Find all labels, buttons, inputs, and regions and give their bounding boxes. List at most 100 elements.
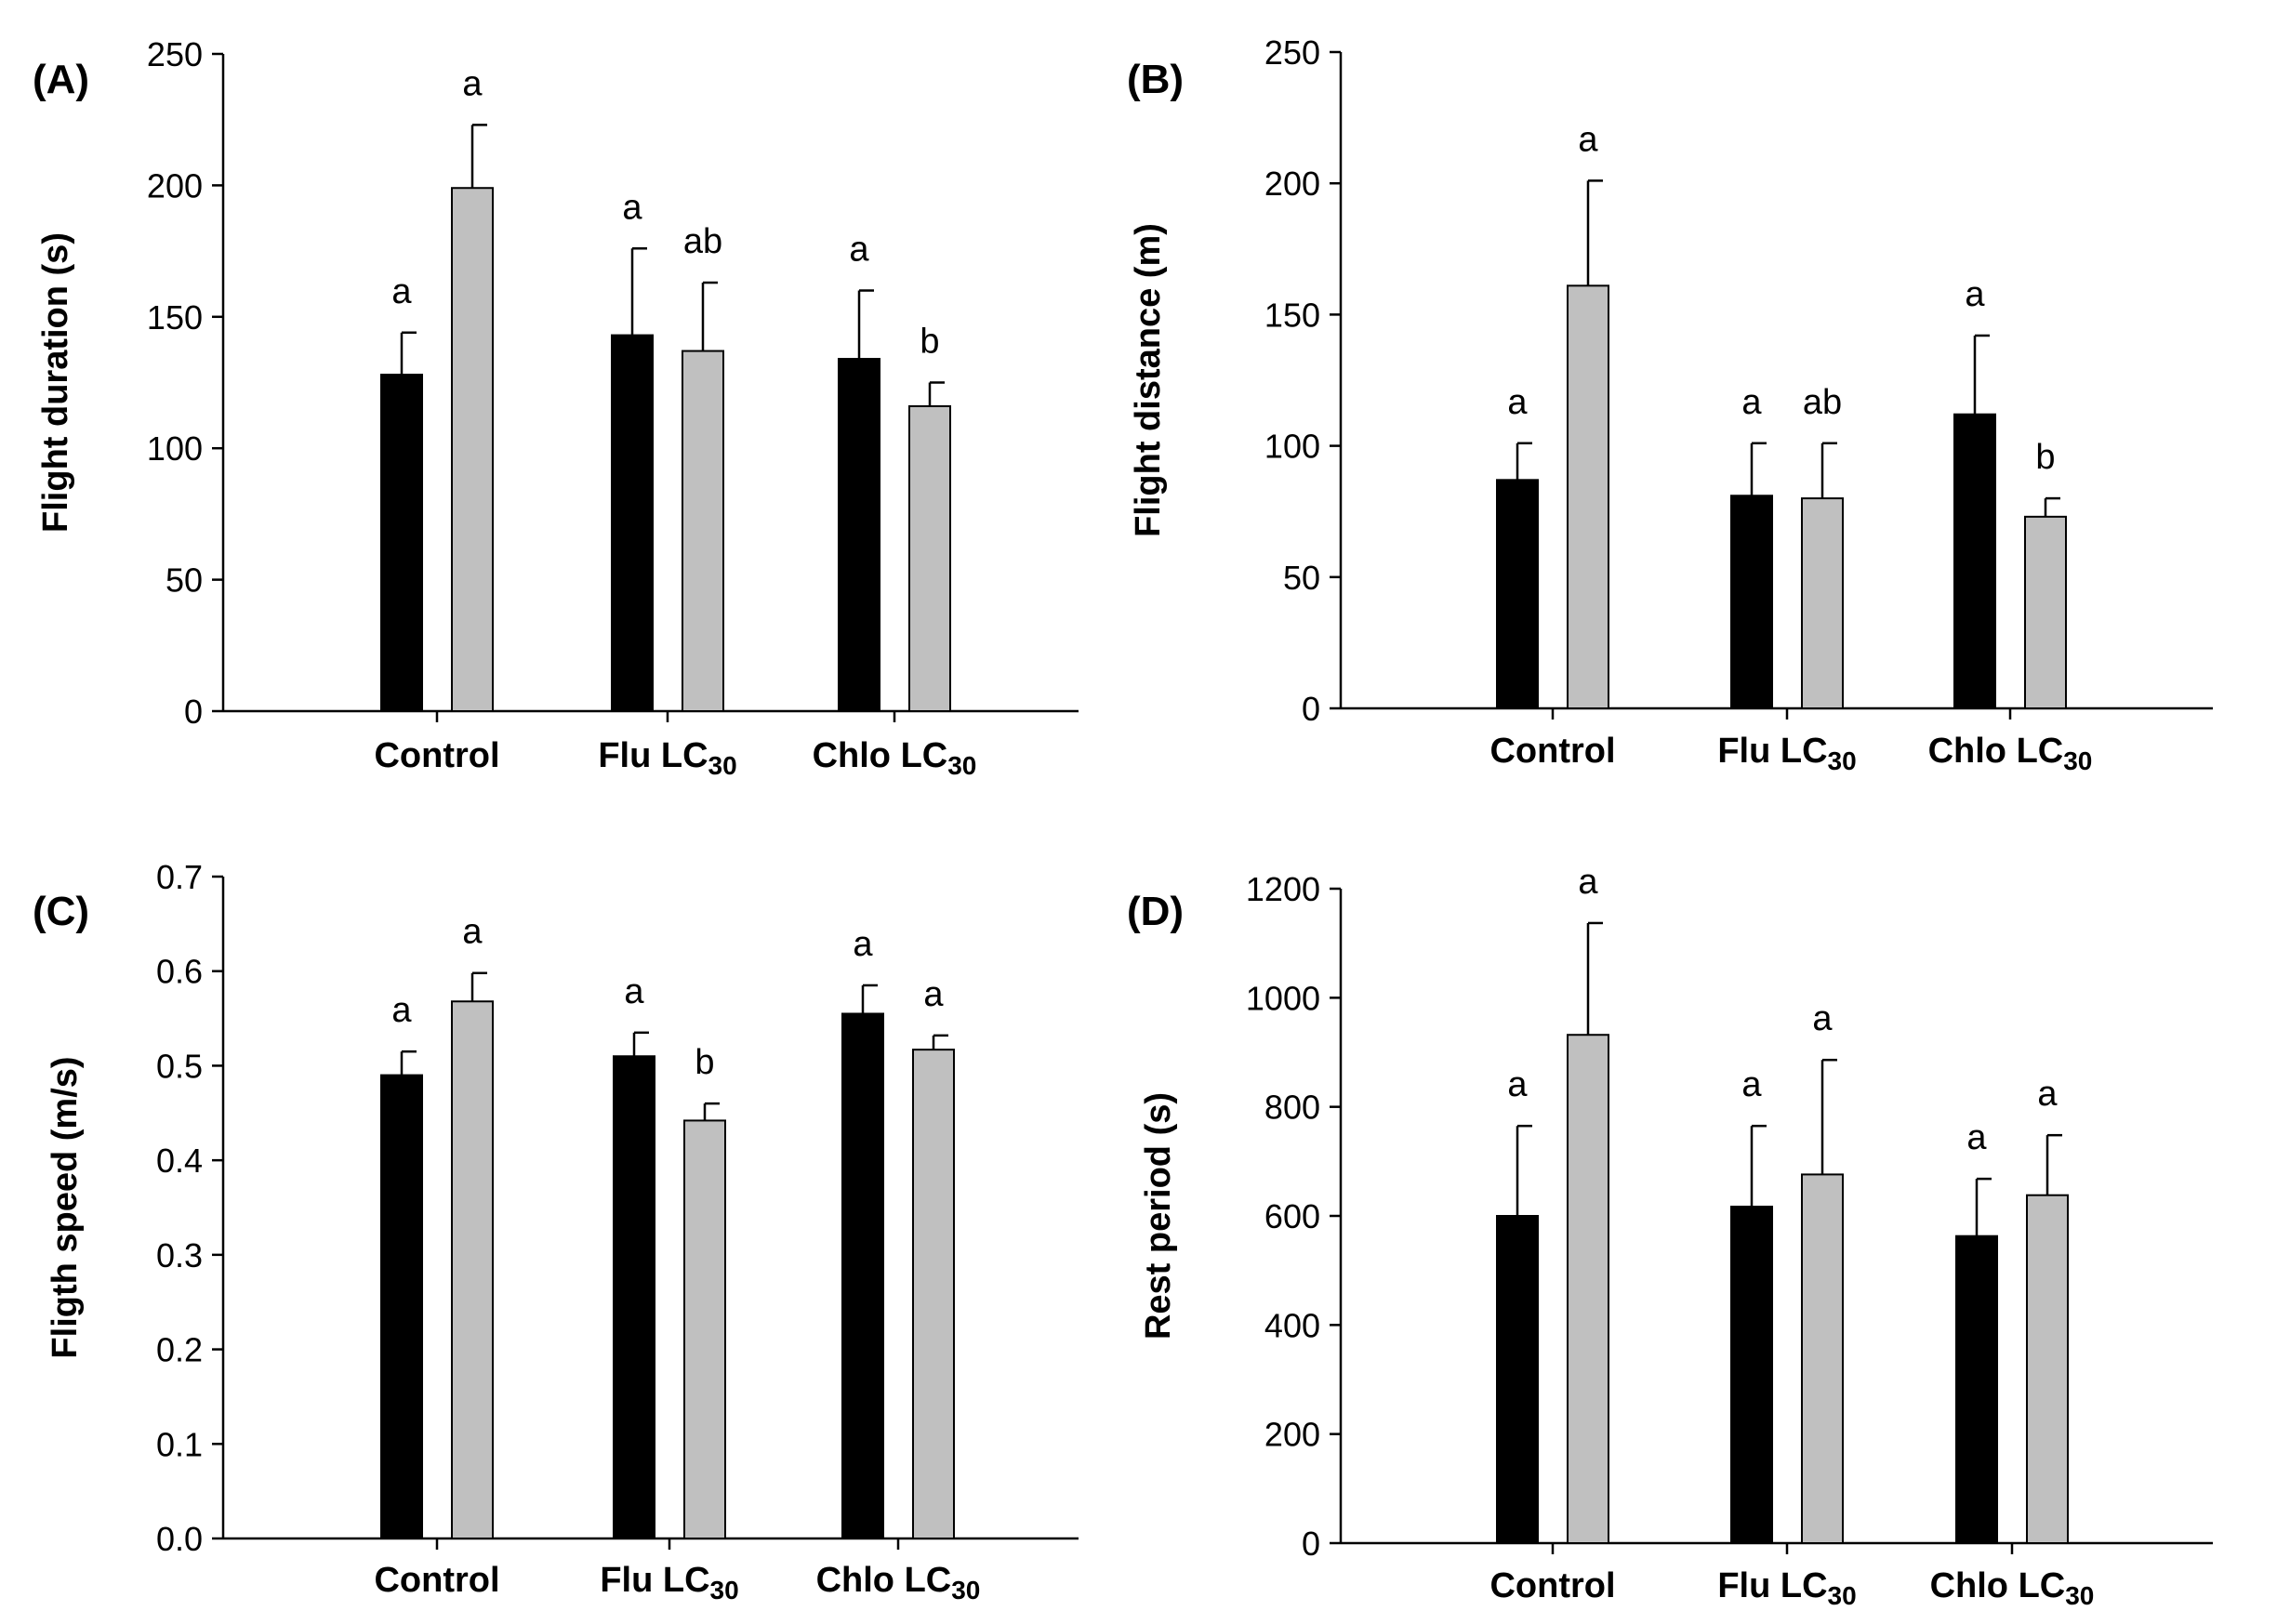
y-axis-title: Fligth speed (m/s) — [46, 1056, 85, 1358]
bar-series-1 — [1955, 1235, 1998, 1544]
significance-letter: b — [695, 1043, 714, 1082]
bar-series-1 — [380, 1074, 423, 1539]
category-label: Flu LC30 — [598, 736, 736, 780]
panel-c: (C) Fligth speed (m/s) 0.0 0.1 0.2 0.3 0.4 0.5 0… — [33, 858, 1079, 1604]
bar-series-2 — [451, 187, 494, 712]
category-subscript: 30 — [708, 751, 737, 780]
y-tick-label: 0.0 — [156, 1520, 203, 1558]
bar-series-1 — [613, 1055, 655, 1540]
panel-a: (A) Flight duration (s) 0 50 100 150 200 250 Con… — [33, 35, 1079, 780]
significance-letter: b — [2035, 438, 2055, 477]
y-tick-label: 800 — [1264, 1089, 1320, 1127]
y-tick-label: 150 — [147, 298, 203, 337]
significance-letter: a — [1507, 383, 1528, 422]
y-tick-label: 150 — [1264, 296, 1320, 334]
category-main: Flu LC — [1717, 1566, 1827, 1605]
y-tick-label: 50 — [165, 561, 203, 600]
category-label: Flu LC30 — [600, 1561, 738, 1604]
y-tick-label: 200 — [1264, 165, 1320, 203]
panel-d: (D) Rest period (s) 0 200 400 600 800 1000 1200 C… — [1127, 863, 2213, 1610]
y-axis-title: Rest period (s) — [1139, 1092, 1178, 1340]
significance-letter: a — [624, 972, 644, 1011]
category-label: Chlo LC30 — [813, 736, 977, 780]
significance-letter: a — [1966, 1118, 1987, 1157]
category-main: Control — [374, 736, 499, 775]
y-tick-label: 1200 — [1246, 870, 1320, 908]
y-tick-label: 0.5 — [156, 1047, 203, 1085]
category-label: Chlo LC30 — [1928, 732, 2093, 775]
category-main: Flu LC — [598, 736, 708, 775]
y-axis-title: Flight duration (s) — [36, 232, 75, 533]
panel-label: (C) — [33, 889, 89, 934]
category-main: Control — [374, 1561, 499, 1600]
category-subscript: 30 — [1828, 1581, 1857, 1610]
category-label: Control — [1489, 732, 1615, 771]
y-tick-label: 0.3 — [156, 1236, 203, 1274]
category-main: Flu LC — [1717, 732, 1827, 771]
significance-letter: a — [391, 991, 412, 1030]
significance-letter: a — [462, 64, 483, 103]
category-subscript: 30 — [2063, 746, 2092, 775]
y-tick-label: 0 — [1302, 690, 1320, 728]
y-tick-label: 50 — [1283, 559, 1320, 597]
significance-letter: a — [622, 188, 642, 227]
y-tick-label: 0.1 — [156, 1425, 203, 1463]
y-tick-label: 400 — [1264, 1306, 1320, 1344]
y-tick-label: 0.7 — [156, 858, 203, 896]
category-subscript: 30 — [947, 751, 976, 780]
category-subscript: 30 — [2065, 1581, 2094, 1610]
bar-series-2 — [683, 1119, 726, 1539]
category-label: Flu LC30 — [1717, 1566, 1856, 1610]
category-subscript: 30 — [710, 1576, 739, 1604]
y-tick-label: 0.4 — [156, 1142, 203, 1180]
significance-letter: a — [1578, 863, 1598, 902]
panel-label: (A) — [33, 57, 89, 102]
bar-series-2 — [2024, 515, 2067, 710]
y-tick-label: 200 — [1264, 1416, 1320, 1454]
significance-letter: a — [391, 272, 412, 311]
category-main: Control — [1489, 1566, 1615, 1605]
bar-series-1 — [1730, 495, 1773, 709]
category-subscript: 30 — [951, 1576, 980, 1604]
y-tick-label: 100 — [1264, 428, 1320, 466]
category-main: Chlo LC — [1928, 732, 2064, 771]
panel-label: (D) — [1127, 889, 1184, 934]
category-label: Chlo LC30 — [816, 1561, 981, 1604]
category-label: Control — [1489, 1566, 1615, 1605]
y-tick-label: 0.6 — [156, 953, 203, 991]
bar-series-2 — [908, 404, 951, 712]
y-axis-title: Flight distance (m) — [1129, 223, 1168, 537]
y-tick-label: 200 — [147, 166, 203, 205]
bar-series-2 — [1567, 284, 1609, 709]
significance-letter: a — [1578, 120, 1598, 159]
significance-letter: a — [2037, 1075, 2058, 1114]
bar-series-1 — [1496, 479, 1539, 710]
significance-letter: b — [920, 323, 939, 362]
panel-label: (B) — [1127, 57, 1184, 102]
bar-series-2 — [1567, 1034, 1609, 1544]
y-tick-label: 0 — [1302, 1525, 1320, 1563]
bar-series-2 — [912, 1049, 955, 1539]
significance-letter: a — [849, 231, 869, 270]
bar-series-1 — [611, 334, 654, 712]
significance-letter: a — [853, 925, 873, 964]
category-subscript: 30 — [1828, 746, 1857, 775]
y-tick-label: 250 — [1264, 33, 1320, 72]
y-tick-label: 1000 — [1246, 979, 1320, 1017]
significance-letter: a — [462, 913, 483, 952]
significance-letter: a — [1812, 999, 1833, 1038]
y-tick-label: 0.2 — [156, 1331, 203, 1369]
panel-b: (B) Flight distance (m) 0 50 100 150 200 250 Con… — [1127, 33, 2213, 775]
bar-series-2 — [2026, 1194, 2069, 1544]
significance-letter: a — [1741, 383, 1762, 422]
significance-letter: a — [1507, 1065, 1528, 1104]
significance-letter: ab — [683, 222, 722, 261]
category-main: Flu LC — [600, 1561, 709, 1600]
bar-series-2 — [451, 1000, 494, 1539]
category-label: Control — [374, 736, 499, 775]
significance-letter: a — [1741, 1065, 1762, 1104]
category-label: Flu LC30 — [1717, 732, 1856, 775]
bar-series-2 — [682, 350, 724, 712]
bar-series-1 — [841, 1012, 884, 1539]
